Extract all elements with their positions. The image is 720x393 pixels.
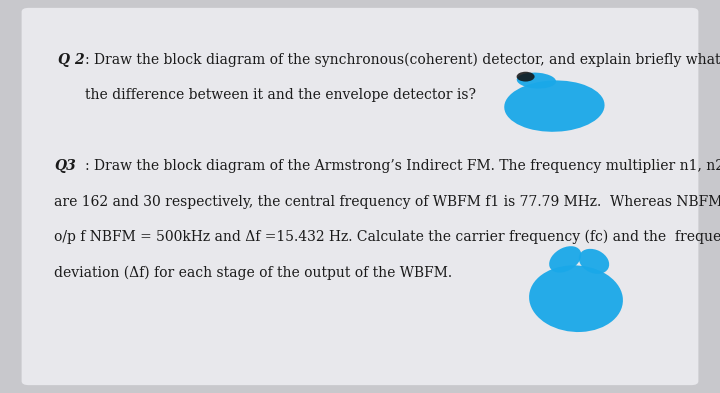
Ellipse shape: [517, 73, 556, 88]
Text: deviation (Δf) for each stage of the output of the WBFM.: deviation (Δf) for each stage of the out…: [54, 265, 452, 280]
Ellipse shape: [517, 72, 534, 82]
Ellipse shape: [549, 246, 581, 273]
Text: the difference between it and the envelope detector is?: the difference between it and the envelo…: [85, 88, 476, 103]
FancyBboxPatch shape: [22, 8, 698, 385]
Ellipse shape: [579, 249, 609, 274]
Text: are 162 and 30 respectively, the central frequency of WBFM f1 is 77.79 MHz.  Whe: are 162 and 30 respectively, the central…: [54, 195, 720, 209]
Text: Q3: Q3: [54, 159, 76, 173]
Text: o/p f NBFM = 500kHz and Δf =15.432 Hz. Calculate the carrier frequency (fc) and : o/p f NBFM = 500kHz and Δf =15.432 Hz. C…: [54, 230, 720, 244]
Text: : Draw the block diagram of the Armstrong’s Indirect FM. The frequency multiplie: : Draw the block diagram of the Armstron…: [85, 159, 720, 173]
Ellipse shape: [504, 81, 605, 132]
Text: : Draw the block diagram of the synchronous(coherent) detector, and explain brie: : Draw the block diagram of the synchron…: [85, 53, 720, 68]
Text: Q 2: Q 2: [58, 53, 84, 67]
Ellipse shape: [529, 265, 623, 332]
